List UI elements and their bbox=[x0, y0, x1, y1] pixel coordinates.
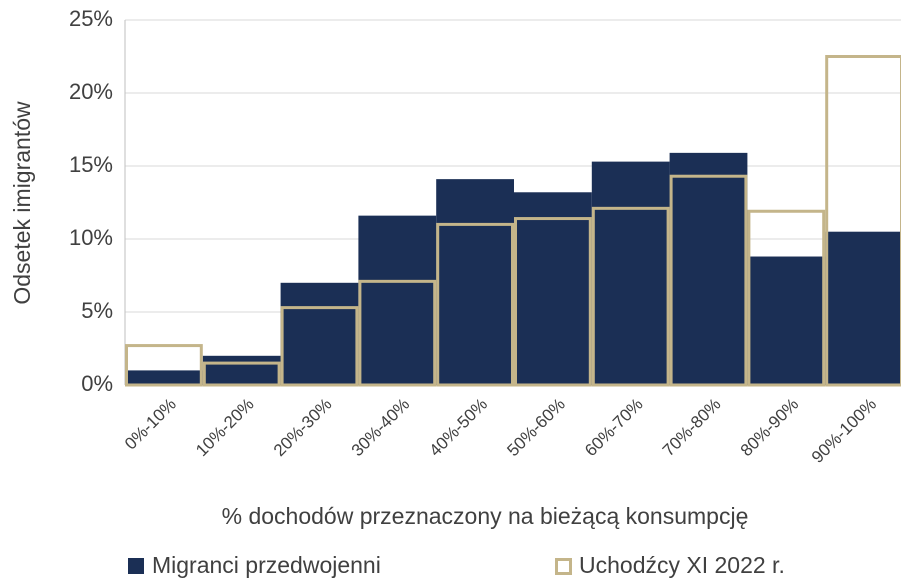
bar-outline bbox=[825, 55, 901, 387]
legend-swatch bbox=[555, 558, 572, 575]
bar bbox=[514, 192, 592, 385]
bar-outline bbox=[358, 279, 437, 387]
y-tick-label: 5% bbox=[81, 298, 113, 323]
bar bbox=[825, 231, 901, 385]
x-tick-label: 70%-80% bbox=[659, 395, 725, 461]
bar-outline bbox=[669, 174, 748, 387]
y-tick-label: 20% bbox=[69, 79, 113, 104]
x-tick-label: 0%-10% bbox=[121, 395, 180, 454]
bar-outline bbox=[125, 344, 203, 387]
legend-label: Uchodźcy XI 2022 r. bbox=[579, 552, 785, 578]
x-tick-label: 10%-20% bbox=[192, 395, 258, 461]
y-axis-title: Odsetek imigrantów bbox=[9, 101, 35, 305]
bar-outline bbox=[202, 361, 281, 387]
y-tick-label: 25% bbox=[69, 6, 113, 31]
y-tick-label: 10% bbox=[69, 225, 113, 250]
bar bbox=[358, 215, 437, 385]
x-tick-label: 30%-40% bbox=[348, 395, 414, 461]
x-tick-label: 40%-50% bbox=[426, 395, 492, 461]
bar bbox=[280, 282, 359, 385]
bar bbox=[125, 370, 203, 385]
bar bbox=[202, 355, 281, 385]
x-tick-label: 50%-60% bbox=[503, 395, 569, 461]
bar-outline bbox=[436, 222, 515, 387]
x-tick-label: 80%-90% bbox=[737, 395, 803, 461]
bar bbox=[436, 179, 514, 385]
bar-outline bbox=[514, 217, 592, 387]
y-tick-label: 0% bbox=[81, 371, 113, 396]
bar-outline bbox=[280, 306, 359, 387]
bar bbox=[747, 256, 826, 385]
x-tick-label: 60%-70% bbox=[581, 395, 647, 461]
bar bbox=[669, 152, 748, 385]
x-tick-label: 90%-100% bbox=[808, 395, 880, 467]
x-axis-title: % dochodów przeznaczony na bieżącą konsu… bbox=[222, 503, 749, 529]
x-tick-label: 20%-30% bbox=[270, 395, 336, 461]
bar-outline bbox=[747, 209, 826, 387]
legend-label: Migranci przedwojenni bbox=[152, 552, 381, 578]
y-tick-label: 15% bbox=[69, 152, 113, 177]
bar-outline bbox=[591, 206, 670, 387]
legend-swatch bbox=[128, 558, 144, 574]
bar bbox=[591, 161, 670, 385]
